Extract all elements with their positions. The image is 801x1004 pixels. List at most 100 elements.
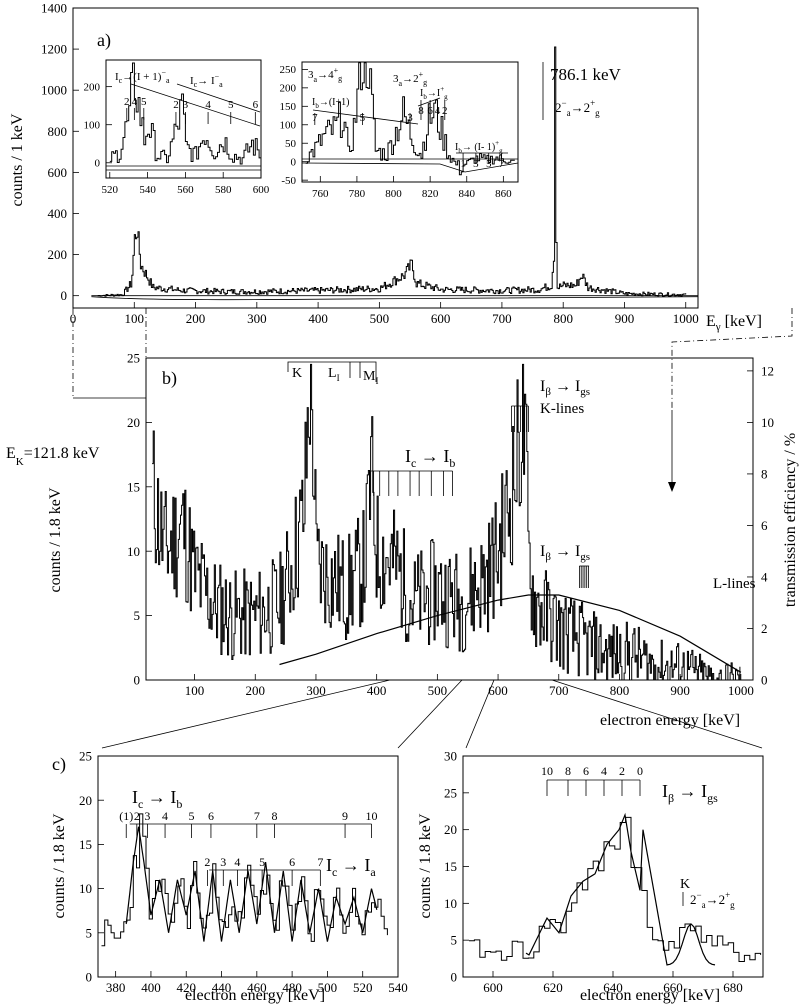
c1-band2-label: 2 — [204, 855, 210, 869]
panel-c-left: counts / 1.8 keV electron energy [keV] 0… — [51, 749, 408, 1004]
shell-bracket — [287, 361, 377, 382]
inset-1-spectrum — [109, 62, 262, 165]
l-lines-ticks — [578, 565, 590, 588]
panel-c-left-xtick-label: 480 — [282, 980, 302, 995]
zoom-left-a — [101, 679, 391, 749]
panel-a-background-fit — [91, 296, 699, 301]
panel-b-ytick-label: 5 — [134, 608, 141, 623]
inset-2-tr1: 3a→4+g — [308, 66, 342, 84]
panel-a-xtick-label: 300 — [247, 311, 267, 326]
panel-b-xtick-label: 700 — [549, 683, 569, 698]
panel-c-left-xtick-label: 420 — [176, 980, 196, 995]
band-beta-gs-k: Iβ → Igs — [540, 378, 590, 398]
inset-2-xtick-label: 800 — [385, 188, 402, 200]
panel-b-xticks: 100 200 300 400 500 600 700 800 900 1000 — [185, 674, 754, 698]
inset-2-tr2: 3a→2+g — [393, 70, 427, 88]
inset-2-spin3-label: 1 — [460, 158, 466, 170]
inset-1-spin2-label: 3 — [183, 99, 189, 111]
panel-c-left-spectrum — [101, 813, 388, 947]
c2-k-transition: 2−a→2+g — [690, 890, 735, 910]
inset-1-band2-line — [176, 83, 261, 113]
inset-1-xticks: 520 540 560 580 600 — [102, 172, 270, 196]
panel-c-left-xtick-label: 540 — [388, 980, 408, 995]
inset-1-spin1-label: 2 — [124, 96, 130, 108]
panel-b-ytick-label: 10 — [127, 544, 140, 559]
panel-a-spectrum — [97, 46, 687, 297]
panel-b-xtick-label: 900 — [670, 683, 690, 698]
panel-c-left-frame — [97, 755, 399, 978]
panel-c-left-ytick-label: 5 — [86, 925, 93, 940]
panel-b-yticks-right: 0 2 4 6 8 10 12 — [747, 363, 774, 688]
c2-band-label: 6 — [583, 764, 589, 778]
panel-a: a) counts / 1 keV Eγ [keV] 0 200 400 600 800… — [9, 1, 762, 333]
c-to-b-ticks — [370, 470, 453, 496]
panel-a-label: a) — [97, 30, 111, 51]
panel-b-xtick-label: 1000 — [728, 683, 754, 698]
inset-1-spin1-label: 5 — [141, 96, 147, 108]
k-lines-label: K-lines — [540, 401, 584, 417]
c1-band1-label: 9 — [342, 809, 348, 823]
panel-c-left-xtick-label: 460 — [247, 980, 267, 995]
panel-b-xtick-label: 100 — [185, 683, 205, 698]
panel-a-yticks: 0 200 400 600 800 1000 1200 1400 — [41, 1, 79, 303]
panel-c-right-frame — [462, 755, 764, 978]
inset-2-ytick-label: 50 — [285, 138, 297, 150]
panel-c-right-ytick-label: 20 — [444, 822, 457, 837]
panel-b-frame — [145, 357, 754, 681]
inset-2-spin3-label: 7 — [499, 158, 505, 170]
inset-2-band1: Ib→(I+1) — [312, 97, 349, 110]
panel-a-ytick-label: 400 — [48, 206, 68, 221]
panel-c-right-ytick-label: 5 — [451, 933, 458, 948]
panel-b-spectrum — [152, 363, 741, 681]
inset-2-frame — [301, 61, 519, 183]
inset-2-spectrum — [305, 62, 515, 176]
panel-b-ytick-label: 20 — [127, 415, 140, 430]
panel-c-left-ytick-label: 20 — [79, 793, 92, 808]
inset-1-yticks: 0 100 200 — [84, 81, 112, 170]
connector-786 — [671, 308, 793, 410]
peak-786-label: 786.1 keV — [550, 65, 622, 84]
panel-a-xlabel: Eγ [keV] — [706, 313, 762, 333]
panel-b-xtick-label: 300 — [306, 683, 326, 698]
panel-c-right-xtick-label: 620 — [543, 980, 563, 995]
panel-b-xlabel: electron energy [keV] — [600, 712, 740, 729]
panel-b-ytick-right-label: 0 — [761, 673, 768, 688]
panel-a-xticks: 0 100 200 300 400 500 600 700 800 900 1000 — [70, 302, 699, 326]
panel-a-ylabel: counts / 1 keV — [9, 113, 26, 206]
zoom-right-b — [551, 679, 763, 749]
c1-band1-label: 7 — [254, 809, 260, 823]
panel-c-right-ytick-label: 0 — [451, 970, 458, 985]
panel-a-ytick-label: 200 — [48, 247, 68, 262]
inset-2-ytick-label: 150 — [280, 101, 297, 113]
panel-a-xtick-label: 0 — [70, 311, 77, 326]
inset-1-ytick-label: 200 — [84, 81, 101, 93]
k-lines-ticks — [511, 405, 529, 432]
shell-mi-label: MI — [363, 369, 378, 386]
inset-2-yticks: -50 0 50 100 150 200 250 — [280, 64, 308, 187]
panel-c-right-spectrum — [469, 816, 762, 962]
inset-2-xtick-label: 840 — [458, 188, 475, 200]
c2-band-label: 2 — [619, 764, 625, 778]
panel-b-xtick-label: 400 — [367, 683, 387, 698]
c2-band: Iβ → Igs — [662, 781, 718, 805]
inset-2-spin3-label: 3 — [473, 158, 479, 170]
inset-2-spin1-label: 3 — [407, 112, 413, 124]
inset-2: -50 0 50 100 150 200 250 760 780 800 820 840 860 3a… — [280, 61, 519, 200]
inset-1-xtick-label: 600 — [253, 184, 270, 196]
panel-c-right-xticks: 600 620 640 660 680 — [483, 971, 743, 995]
arrow-786-head — [668, 482, 676, 492]
panel-a-xtick-label: 600 — [431, 311, 451, 326]
panel-a-ytick-label: 600 — [48, 165, 68, 180]
panel-b-xtick-label: 800 — [610, 683, 630, 698]
panel-b-yticks-left: 0 5 10 15 20 25 — [127, 351, 152, 688]
c1-band1-label: 2 — [134, 809, 140, 823]
panel-a-xtick-label: 500 — [370, 311, 390, 326]
inset-1-spin2-label: 5 — [228, 99, 234, 111]
panel-c-left-ytick-label: 25 — [79, 749, 92, 764]
panel-a-ytick-label: 1000 — [41, 83, 67, 98]
shell-k-label: K — [292, 366, 302, 381]
panel-c-right-fit — [525, 812, 716, 966]
c1-band1-label: 6 — [208, 809, 214, 823]
c1-band2-label: 7 — [317, 855, 323, 869]
inset-1-frame — [105, 59, 262, 179]
